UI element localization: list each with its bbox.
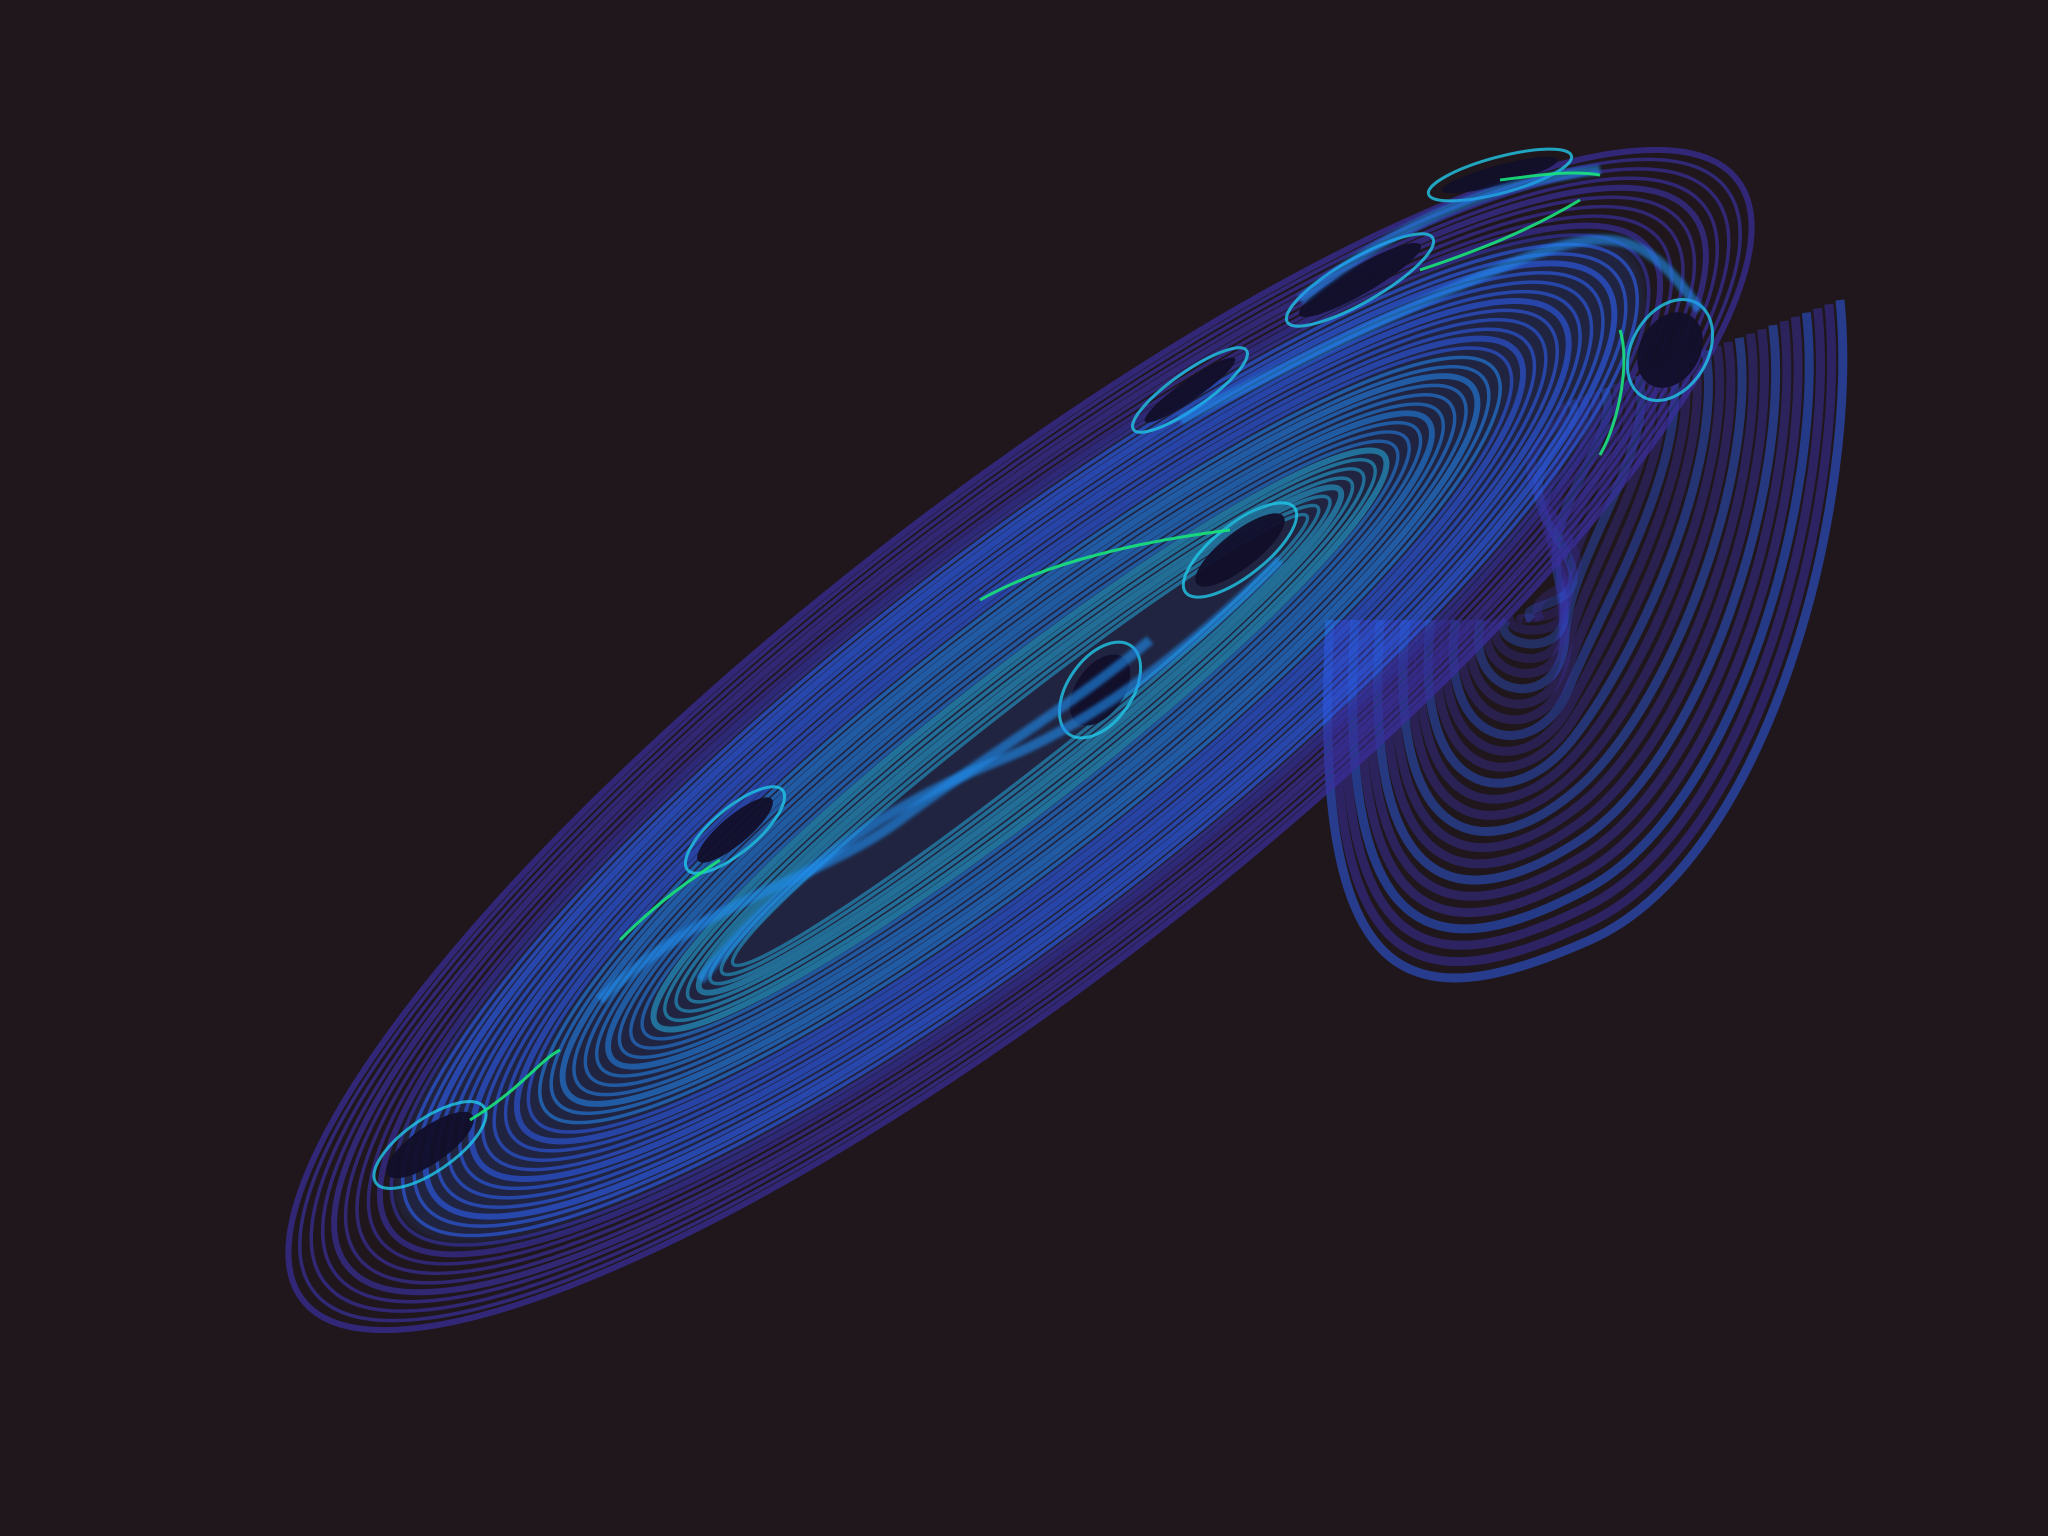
swirl-curl — [696, 556, 1284, 984]
swirl-curl — [1177, 234, 1705, 425]
lobe-band — [1323, 299, 1848, 983]
orbit-ring — [298, 157, 1742, 1323]
lobe-band — [1348, 312, 1814, 934]
lobe-band — [1406, 341, 1736, 820]
inner-swirls — [372, 147, 1715, 1190]
orbit-ring — [355, 204, 1685, 1276]
highlight-stroke — [1499, 171, 1601, 182]
lobe-band — [1457, 366, 1669, 725]
swirl-rim — [372, 1100, 488, 1190]
swirl-hole — [1637, 312, 1703, 388]
highlight-stroke — [1419, 198, 1581, 272]
swirl-rim — [683, 785, 787, 875]
lobe-band — [1364, 320, 1792, 901]
orbit-ring — [309, 167, 1731, 1313]
lobe-band — [1390, 332, 1758, 853]
lobe-band — [1398, 337, 1747, 836]
lobe-band — [1381, 328, 1769, 869]
lobe-band — [1423, 349, 1713, 788]
lobe-band — [1432, 353, 1702, 772]
swirl-hole — [1298, 242, 1422, 318]
lobe-band — [1331, 303, 1836, 967]
orbit-ring — [285, 146, 1755, 1334]
swirl-hole — [1195, 513, 1285, 587]
highlight-stroke — [979, 528, 1231, 602]
orbit-ring — [331, 184, 1709, 1296]
green-highlights — [469, 171, 1626, 1122]
lobe-band — [1373, 324, 1781, 885]
lobe-band — [1449, 362, 1680, 740]
swirl-hole — [1144, 357, 1236, 423]
lobe-band — [1415, 345, 1725, 804]
highlight-stroke — [1598, 329, 1626, 456]
orbit-ring — [366, 214, 1674, 1266]
lobe-band — [1499, 386, 1613, 649]
highlight-stroke — [618, 858, 721, 942]
swirl-curl — [596, 636, 1154, 1004]
swirl-hole — [697, 797, 773, 863]
lobe-band — [1356, 316, 1803, 918]
swirl-hole — [1441, 156, 1559, 194]
lobe-band — [1440, 357, 1691, 756]
lobe-band — [1491, 382, 1624, 663]
swirl-rim — [1057, 640, 1143, 740]
swirl-hole — [386, 1111, 474, 1179]
orbit-ring — [343, 195, 1697, 1285]
lobe-band — [1339, 307, 1825, 950]
orbit-ring — [321, 176, 1719, 1304]
swirl-curl — [1296, 165, 1601, 304]
highlight-stroke — [469, 1048, 561, 1122]
